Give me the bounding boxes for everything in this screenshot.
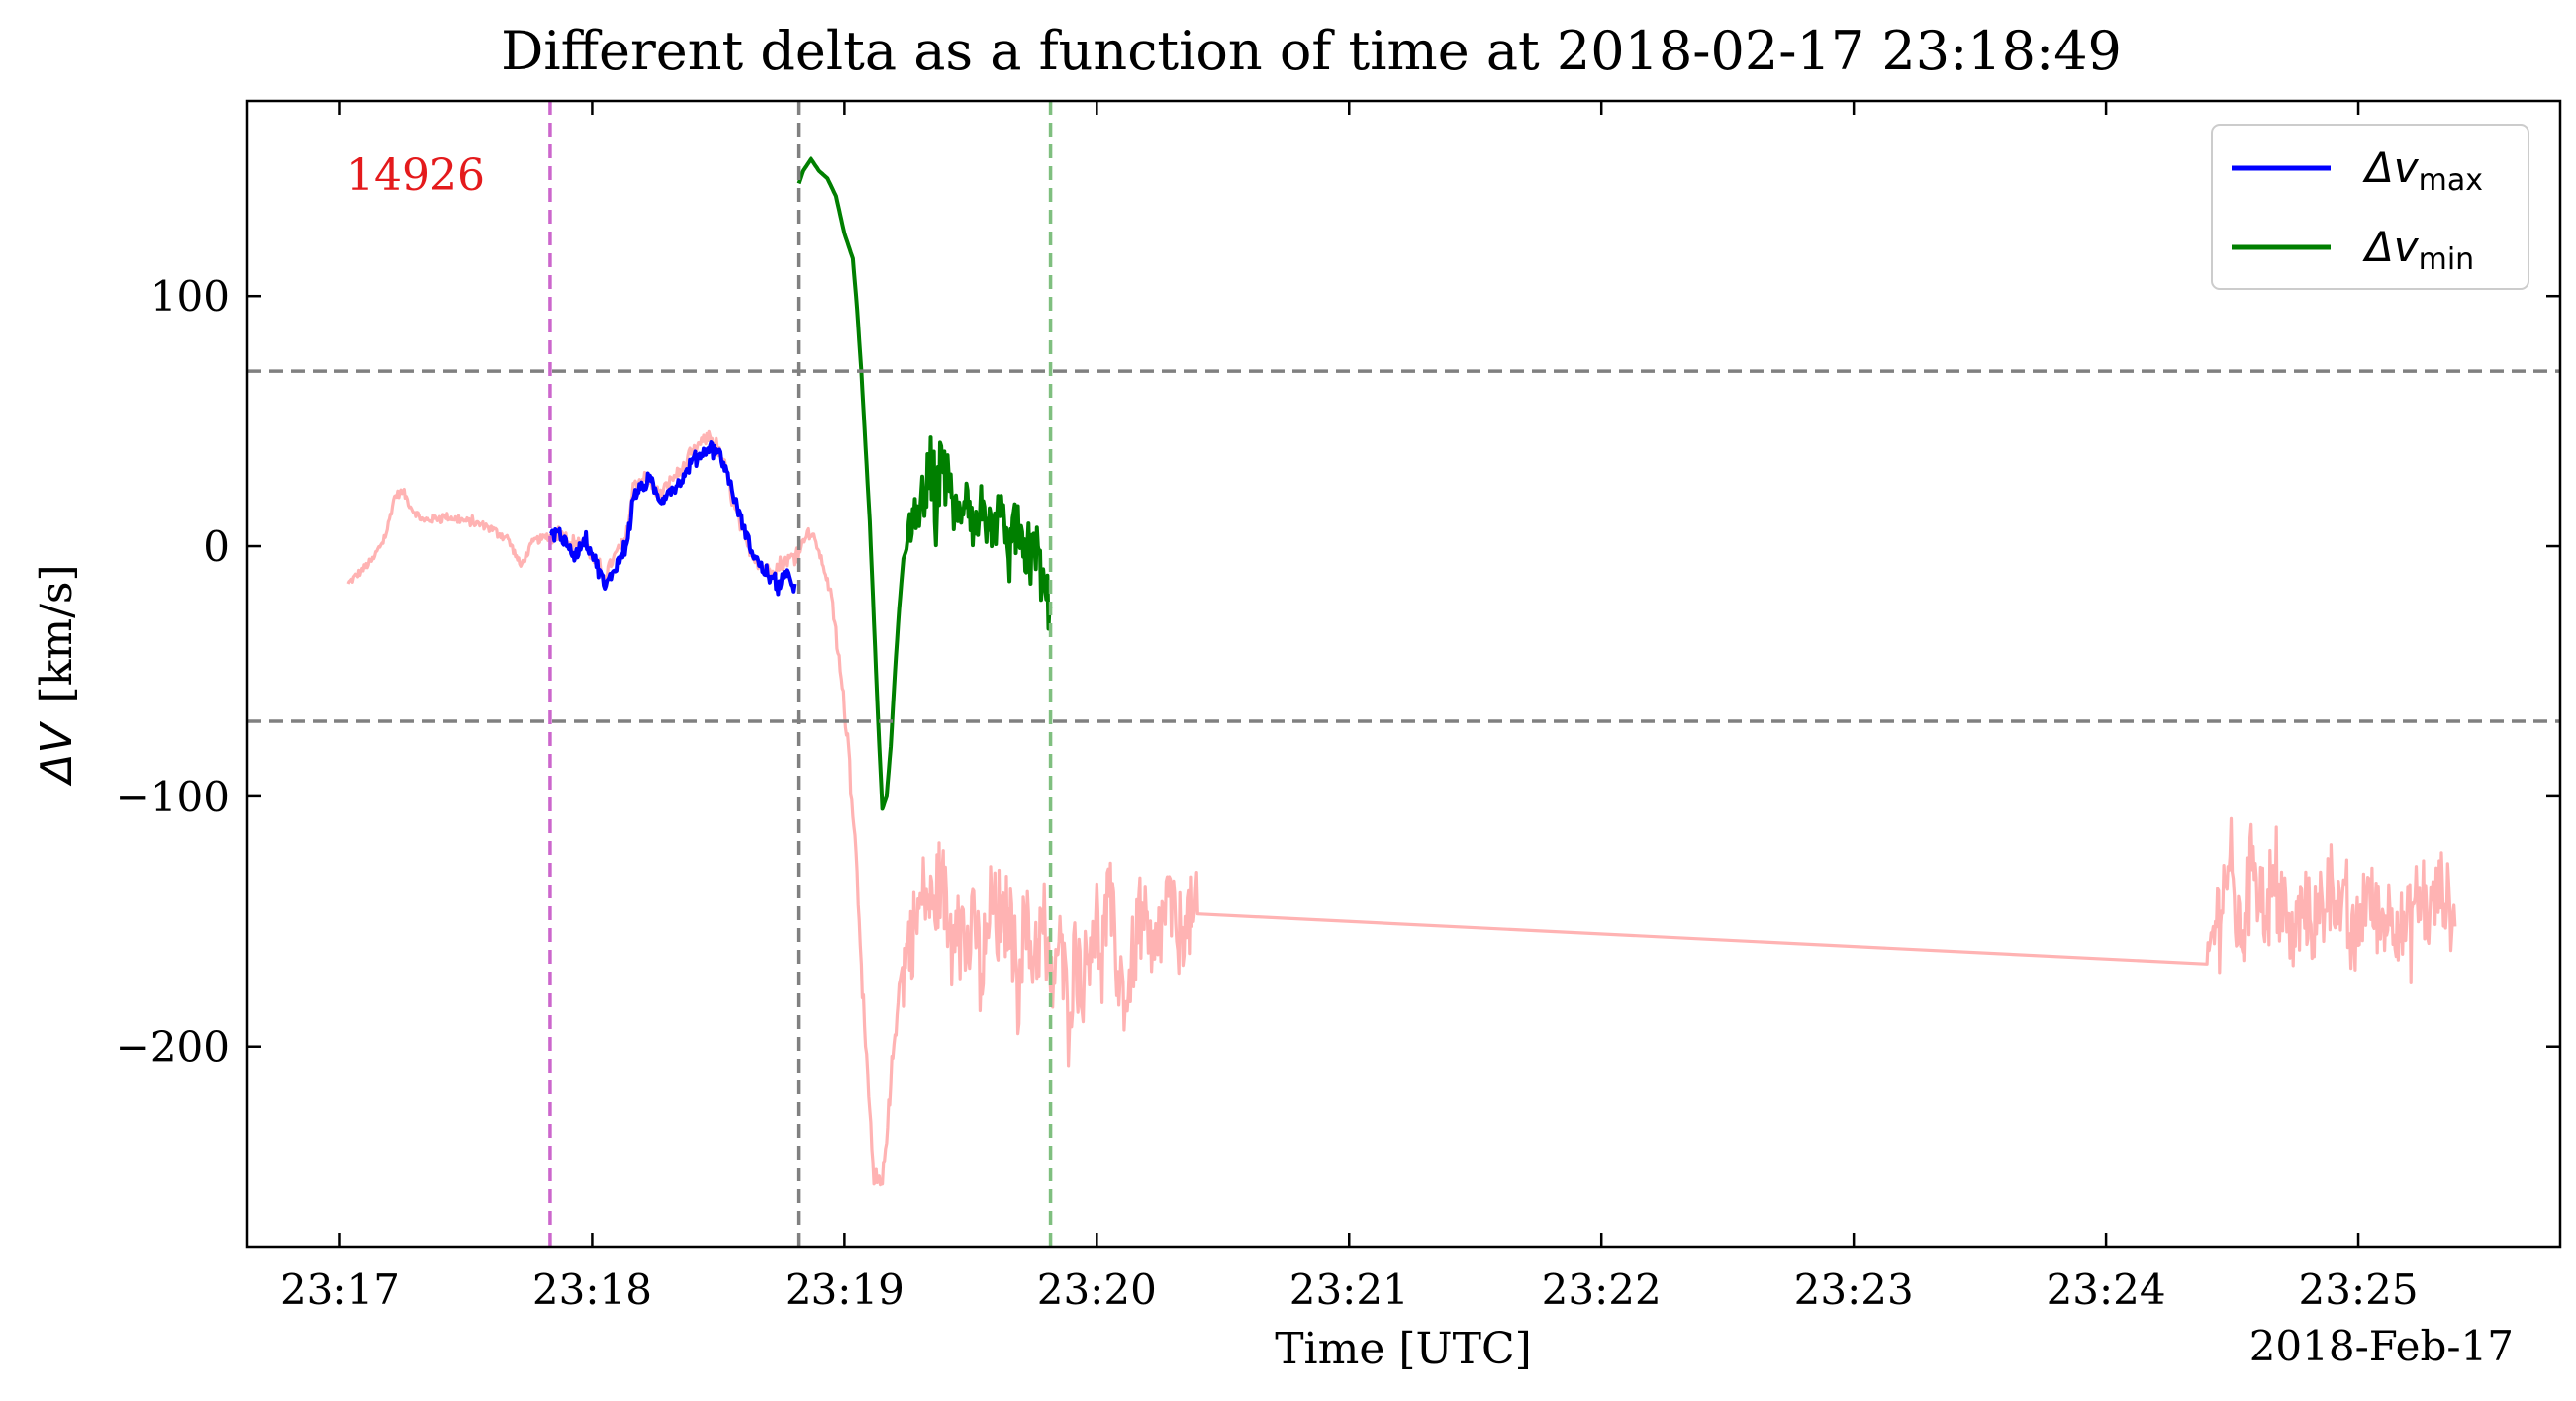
- y-tick-label: 100: [150, 272, 230, 321]
- x-tick-label: 23:23: [1794, 1265, 1914, 1314]
- series-layer: [346, 156, 2457, 1187]
- reference-lines: [247, 101, 2560, 1247]
- series-line-dv_min: [796, 156, 1053, 811]
- legend-entry-min: Δvmin: [2362, 223, 2474, 277]
- legend: Δvmax Δvmin: [2211, 124, 2529, 290]
- series-line-dv_max: [549, 440, 797, 597]
- x-tick-label: 23:19: [785, 1265, 905, 1314]
- y-axis-label: ΔV [km/s]: [32, 564, 82, 786]
- y-axis-label-symbol: ΔV: [32, 721, 82, 787]
- y-tick-label: 0: [203, 522, 230, 571]
- plot-frame: [245, 99, 2562, 1249]
- x-tick-label: 23:18: [532, 1265, 652, 1314]
- x-tick-label: 23:22: [1542, 1265, 1662, 1314]
- date-label: 2018-Feb-17: [2249, 1322, 2514, 1370]
- x-tick-label: 23:17: [280, 1265, 400, 1314]
- x-tick-label: 23:21: [1289, 1265, 1409, 1314]
- axis-ticks: 23:17 23:18 23:19 23:20 23:21 23:22 23:23 23:24…: [116, 101, 2560, 1314]
- annotation-label: 14926: [346, 150, 485, 201]
- series-line-background: [346, 429, 2457, 1187]
- y-axis-label-unit: [km/s]: [32, 564, 82, 702]
- x-tick-label: 23:20: [1037, 1265, 1157, 1314]
- y-tick-label: −200: [116, 1023, 230, 1072]
- legend-entry-max: Δvmax: [2362, 143, 2483, 198]
- chart-title: Different delta as a function of time at…: [501, 20, 2122, 82]
- x-tick-label: 23:24: [2047, 1265, 2166, 1314]
- x-axis-label: Time [UTC]: [1275, 1324, 1532, 1374]
- y-tick-label: −100: [116, 773, 230, 821]
- x-tick-label: 23:25: [2299, 1265, 2419, 1314]
